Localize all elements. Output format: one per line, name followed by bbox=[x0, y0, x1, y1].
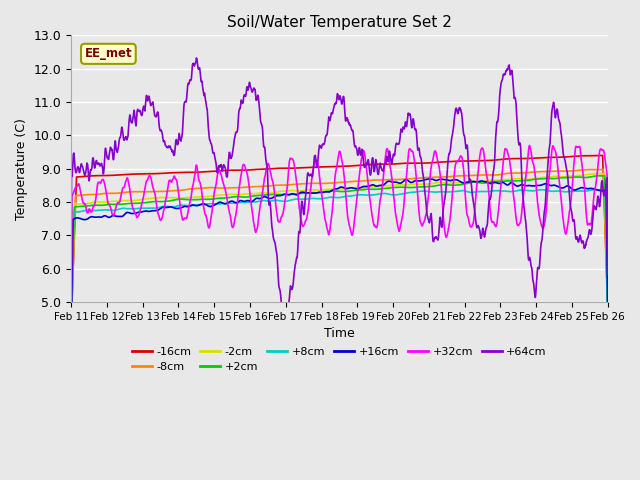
+64cm bbox=[373, 166, 381, 171]
-2cm bbox=[604, 304, 611, 310]
+16cm bbox=[372, 183, 380, 189]
-16cm bbox=[604, 299, 611, 304]
+32cm bbox=[67, 330, 75, 336]
+64cm bbox=[604, 272, 611, 277]
-2cm bbox=[316, 187, 323, 193]
-16cm bbox=[67, 320, 75, 326]
+16cm bbox=[131, 211, 138, 216]
-8cm bbox=[306, 180, 314, 186]
+16cm bbox=[425, 176, 433, 182]
+64cm bbox=[281, 327, 289, 333]
Line: +8cm: +8cm bbox=[71, 190, 607, 332]
Line: -2cm: -2cm bbox=[71, 174, 607, 336]
+64cm bbox=[67, 268, 75, 274]
-16cm bbox=[131, 171, 138, 177]
-8cm bbox=[372, 177, 380, 183]
+64cm bbox=[131, 110, 138, 116]
+8cm bbox=[591, 187, 599, 192]
+2cm bbox=[316, 190, 323, 195]
Title: Soil/Water Temperature Set 2: Soil/Water Temperature Set 2 bbox=[227, 15, 452, 30]
+8cm bbox=[131, 206, 138, 212]
-16cm bbox=[109, 172, 116, 178]
+8cm bbox=[316, 196, 323, 202]
Line: +2cm: +2cm bbox=[71, 176, 607, 338]
-2cm bbox=[295, 188, 303, 194]
-8cm bbox=[316, 180, 323, 186]
+2cm bbox=[131, 201, 138, 206]
+32cm bbox=[306, 192, 314, 198]
+2cm bbox=[295, 191, 303, 196]
Line: +64cm: +64cm bbox=[71, 58, 607, 330]
+64cm bbox=[109, 152, 116, 157]
-16cm bbox=[599, 153, 607, 158]
+32cm bbox=[316, 174, 323, 180]
-16cm bbox=[295, 165, 303, 171]
+8cm bbox=[67, 329, 75, 335]
+16cm bbox=[67, 342, 75, 348]
-16cm bbox=[316, 164, 323, 170]
+32cm bbox=[295, 201, 303, 206]
Line: +32cm: +32cm bbox=[71, 145, 607, 333]
+2cm bbox=[109, 202, 116, 207]
-2cm bbox=[67, 334, 75, 339]
+64cm bbox=[307, 171, 314, 177]
+32cm bbox=[604, 249, 611, 254]
-16cm bbox=[372, 161, 380, 167]
+2cm bbox=[595, 173, 603, 179]
+32cm bbox=[526, 143, 534, 148]
+16cm bbox=[109, 213, 116, 218]
+16cm bbox=[295, 191, 303, 197]
-2cm bbox=[372, 184, 380, 190]
+8cm bbox=[604, 317, 611, 323]
+2cm bbox=[306, 190, 314, 195]
+8cm bbox=[372, 192, 380, 197]
X-axis label: Time: Time bbox=[324, 327, 355, 340]
Line: +16cm: +16cm bbox=[71, 179, 607, 345]
-2cm bbox=[306, 187, 314, 192]
+16cm bbox=[306, 190, 314, 196]
-8cm bbox=[604, 310, 611, 316]
Y-axis label: Temperature (C): Temperature (C) bbox=[15, 118, 28, 220]
-2cm bbox=[595, 171, 602, 177]
+64cm bbox=[193, 55, 200, 61]
+8cm bbox=[306, 196, 314, 202]
+32cm bbox=[109, 212, 116, 217]
+2cm bbox=[67, 335, 75, 341]
+32cm bbox=[131, 210, 138, 216]
+8cm bbox=[109, 207, 116, 213]
+32cm bbox=[372, 225, 380, 230]
-8cm bbox=[295, 181, 303, 187]
-8cm bbox=[67, 324, 75, 330]
Legend: -16cm, -8cm, -2cm, +2cm, +8cm, +16cm, +32cm, +64cm: -16cm, -8cm, -2cm, +2cm, +8cm, +16cm, +3… bbox=[128, 342, 551, 376]
+2cm bbox=[372, 186, 380, 192]
+2cm bbox=[604, 303, 611, 309]
+8cm bbox=[295, 196, 303, 202]
-2cm bbox=[131, 198, 138, 204]
Line: -8cm: -8cm bbox=[71, 169, 607, 327]
-2cm bbox=[109, 198, 116, 204]
+64cm bbox=[316, 144, 324, 149]
-8cm bbox=[131, 189, 138, 194]
+64cm bbox=[296, 230, 303, 236]
-16cm bbox=[306, 165, 314, 170]
-8cm bbox=[109, 191, 116, 196]
Line: -16cm: -16cm bbox=[71, 156, 607, 323]
Text: EE_met: EE_met bbox=[84, 48, 132, 60]
+16cm bbox=[316, 189, 323, 195]
+16cm bbox=[604, 299, 611, 304]
-8cm bbox=[600, 167, 607, 172]
